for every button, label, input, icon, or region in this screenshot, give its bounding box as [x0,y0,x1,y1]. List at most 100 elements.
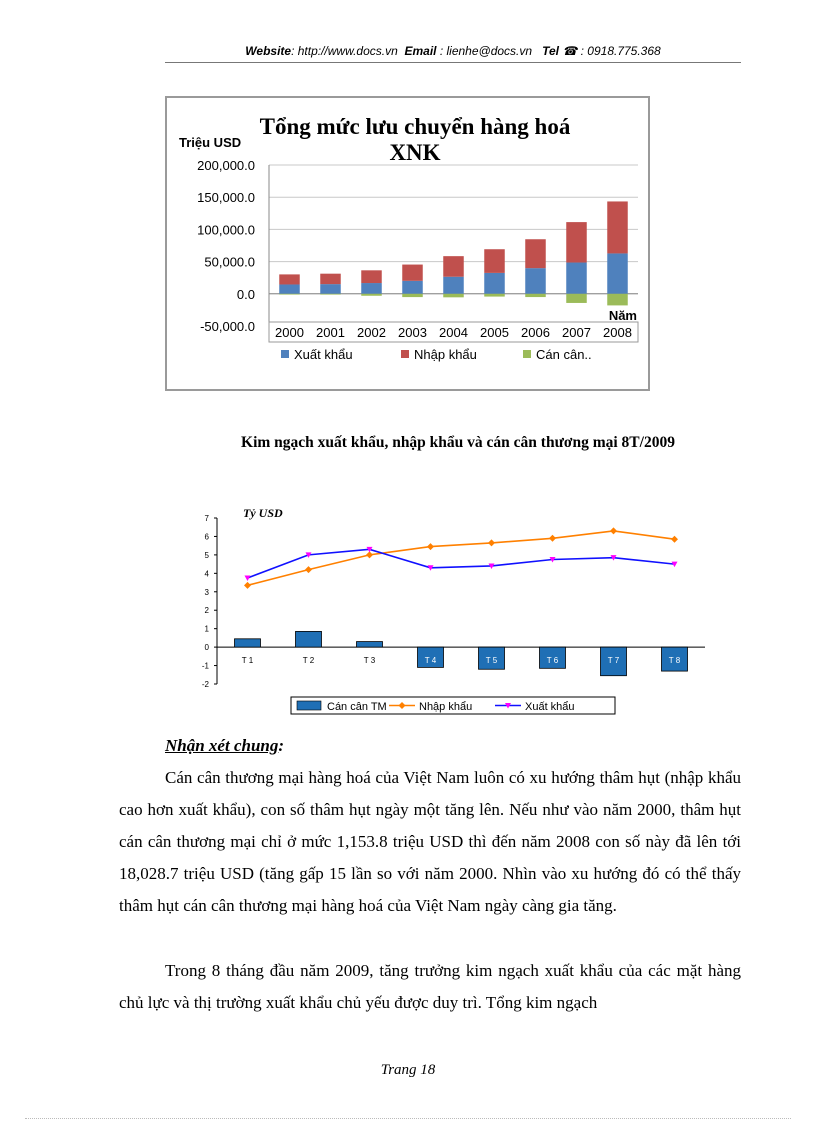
chart2-point-export [305,552,312,558]
chart2-point-import [488,539,495,547]
chart1-bar-balance [361,293,382,296]
chart2-bar-balance [600,646,627,677]
page-header: Website: http://www.docs.vn Email : lien… [165,44,741,58]
chart1-bar-import [279,274,300,285]
chart2-ytick-label: 6 [205,532,210,541]
chart1-bar-balance [320,293,341,295]
chart2-xtick-label: T 6 [547,656,559,665]
chart2-ytick-label: 3 [205,588,210,597]
chart2-bar-balance [295,631,322,648]
chart2-xtick-label: T 5 [486,656,498,665]
chart1-bar-balance [525,293,546,298]
chart1-bar-export [443,276,464,294]
chart2-legend-marker-import [398,702,406,709]
chart1-ylabel: Triệu USD [179,135,241,150]
section-title-text: Nhận xét chung [165,736,279,755]
chart1-xtick-label: 2003 [398,325,427,340]
chart2-ytick-label: -2 [202,680,210,689]
chart2-point-import [427,543,434,551]
chart1-legend-swatch [281,350,289,358]
website-value[interactable]: : http://www.docs.vn [291,44,398,58]
chart2-point-import [305,566,312,574]
chart1-xtick-label: 2002 [357,325,386,340]
chart2-point-export [549,557,556,563]
chart1-bar-import [525,239,546,269]
bottom-divider [25,1118,791,1119]
chart2-point-import [549,534,556,542]
chart2-bar-balance [234,638,261,648]
chart2-ytick-label: 0 [205,643,210,652]
chart2-bar-balance [478,646,505,670]
chart1-bar-import [443,256,464,277]
chart1-legend-swatch [401,350,409,358]
chart2-legend-label: Nhập khẩu [419,701,472,713]
chart2-ytick-label: 7 [205,514,210,523]
header-divider [165,62,741,63]
paragraph-2-text: Trong 8 tháng đầu năm 2009, tăng trưởng … [119,961,741,1012]
email-value[interactable]: : lienhe@docs.vn [439,44,533,58]
chart2-ytick-label: 4 [205,569,210,578]
chart1-ytick-label: 200,000.0 [197,158,255,173]
chart1-bar-balance [607,293,628,306]
chart1-xtick-label: 2004 [439,325,468,340]
chart2-legend-swatch-balance [296,700,322,711]
paragraph-1-text: Cán cân thương mại hàng hoá của Việt Nam… [119,768,741,915]
tel-label: Tel [542,44,559,58]
chart1-legend-swatch [523,350,531,358]
chart1-legend-label: Xuất khẩu [294,347,353,362]
chart2-xtick-label: T 2 [303,656,315,665]
chart1-xlabel: Năm [609,308,637,323]
chart2-xtick-label: T 3 [364,656,376,665]
chart2-point-import [244,581,251,589]
chart2-ytick-label: 2 [205,606,210,615]
chart1-bar-import [402,264,423,281]
chart1-bar-import [361,270,382,284]
chart2-xtick-label: T 7 [608,656,620,665]
chart1-ytick-label: 50,000.0 [204,255,255,270]
chart1-xtick-label: 2000 [275,325,304,340]
chart2-xtick-label: T 8 [669,656,681,665]
chart2-line-import [247,530,675,587]
chart2-legend-marker-export [505,703,511,709]
paragraph-2: Trong 8 tháng đầu năm 2009, tăng trưởng … [119,955,741,1019]
chart-monthly-trade-svg: Tỷ USD 7 6 5 4 3 2 1 0 -1 -2 T 1 T 2 T 3 T 4 T 5 T 6 T … [202,506,705,715]
chart1-legend-label: Cán cân.. [536,347,592,362]
chart1-xaxis-labelbox [268,321,639,343]
chart1-ytick-label: 0.0 [237,287,255,302]
chart2-bar-balance [539,646,566,669]
chart1-xtick-label: 2006 [521,325,550,340]
chart2-point-export [488,563,495,569]
chart1-bar-export [279,284,300,294]
chart2-point-export [244,575,251,581]
chart1-bar-import [566,222,587,263]
chart2-point-export [671,561,678,568]
chart1-title-line2: XNK [389,140,440,165]
chart1-bar-export [525,268,546,294]
chart1-bar-export [607,253,628,294]
chart2-point-export [610,555,617,561]
chart2-bar-balance [356,641,383,648]
chart2-ytick-label: 1 [205,625,210,634]
chart2-xtick-label: T 1 [242,656,254,665]
chart2-legend-label: Cán cân TM [327,701,387,713]
chart-trade-turnover-svg: Tổng mức lưu chuyển hàng hoá XNK Triệu U… [179,114,639,362]
page-number: Trang 18 [380,1062,436,1078]
chart2-line-export [247,548,675,579]
chart2-ylabel: Tỷ USD [243,506,283,520]
chart1-bar-balance [279,293,300,295]
chart2-point-import [366,551,373,559]
section-title-colon: : [278,736,285,755]
chart1-ytick-label: 150,000.0 [197,190,255,205]
chart2-point-import [671,535,678,543]
chart2-bar-balance [661,646,688,672]
chart1-bar-export [566,262,587,294]
chart1-bar-export [361,283,382,294]
tel-value: : 0918.775.368 [580,44,661,58]
chart1-bar-balance [402,293,423,298]
chart2-caption: Kim ngạch xuất khẩu, nhập khẩu và cán câ… [241,434,675,451]
chart1-xtick-label: 2008 [603,325,632,340]
chart2-point-export [366,546,373,553]
paragraph-1: Cán cân thương mại hàng hoá của Việt Nam… [119,762,741,922]
chart1-xtick-label: 2005 [480,325,509,340]
chart1-ytick-label: -50,000.0 [200,319,255,334]
